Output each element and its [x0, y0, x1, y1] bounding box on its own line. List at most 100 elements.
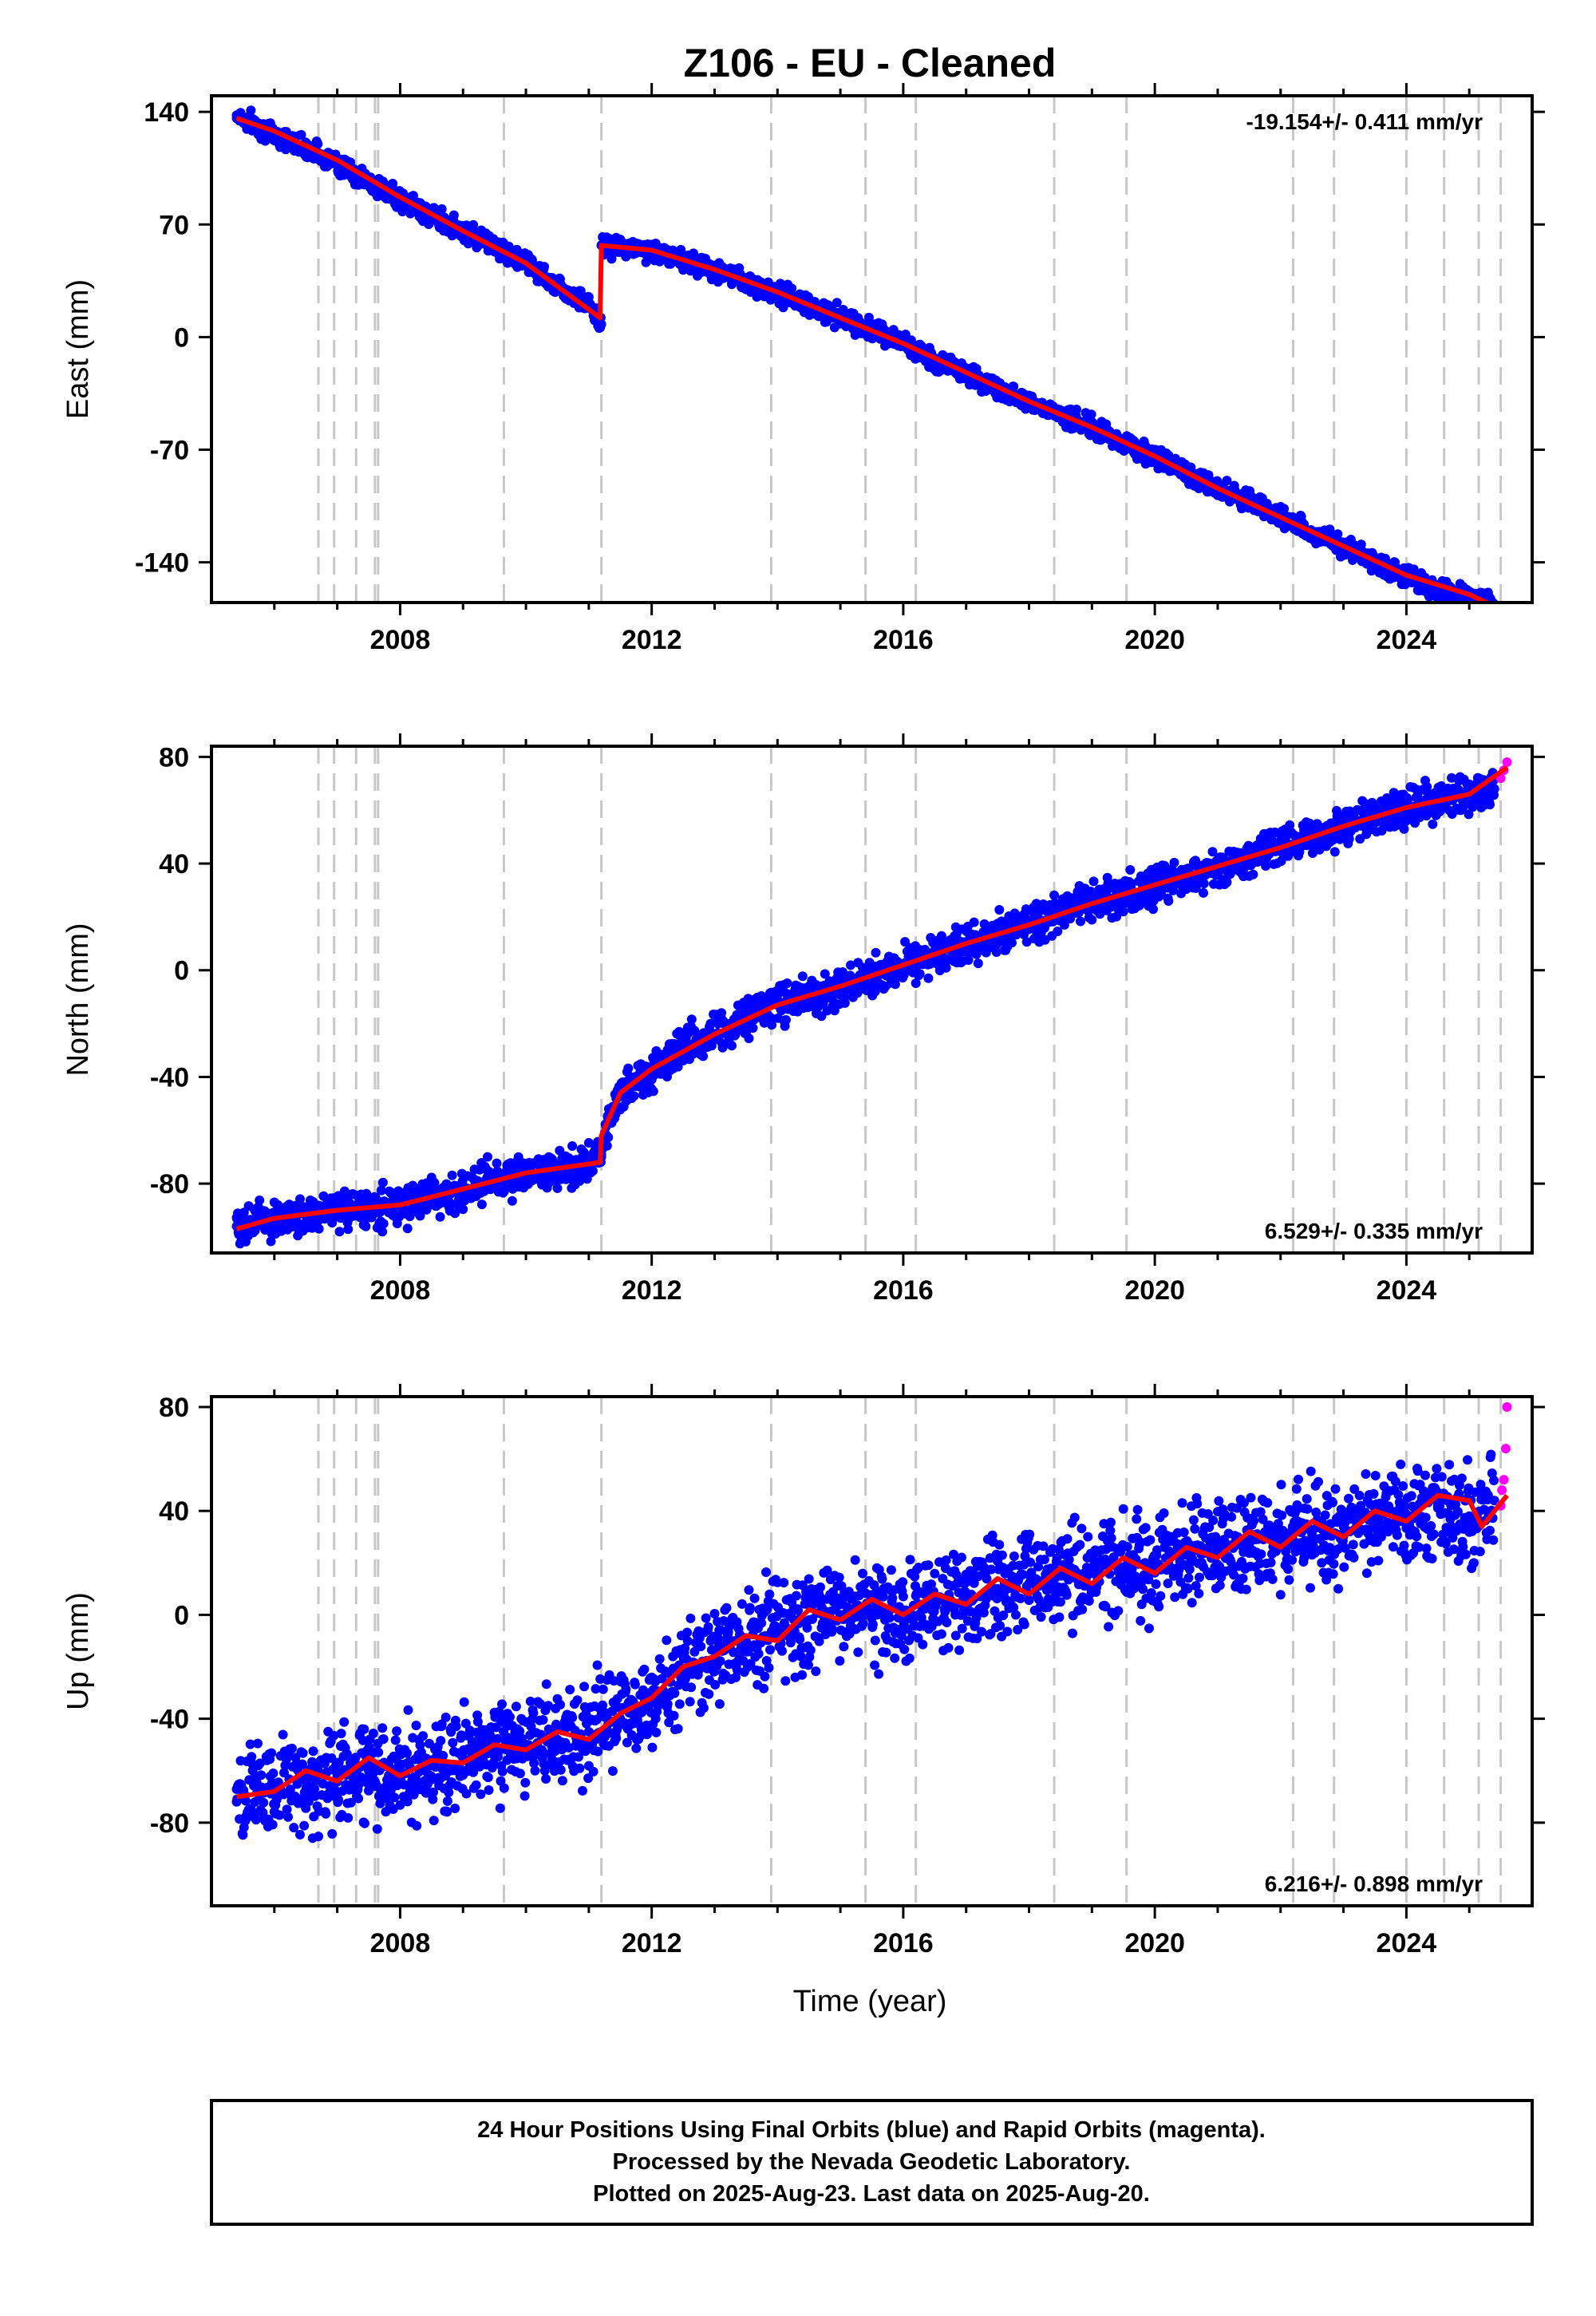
data-point [238, 1830, 248, 1840]
plot-area [231, 746, 1512, 1253]
data-point [308, 1746, 318, 1757]
data-point [1009, 381, 1019, 392]
data-point [1163, 896, 1174, 906]
data-point [1156, 889, 1166, 899]
data-point [1126, 879, 1136, 888]
y-tick-label: 140 [144, 97, 189, 128]
data-point [1199, 887, 1208, 898]
data-point [287, 1743, 297, 1753]
data-point [587, 1166, 598, 1176]
x-tick-label: 2020 [1124, 625, 1185, 655]
data-point [468, 219, 479, 230]
data-point [368, 1729, 378, 1738]
data-point [282, 1804, 292, 1815]
data-point [1432, 586, 1443, 596]
data-point [360, 1818, 369, 1828]
plot-area [231, 96, 1506, 619]
data-point [863, 312, 874, 322]
data-point [378, 1219, 389, 1229]
data-point [251, 1815, 261, 1825]
x-tick-label: 2024 [1377, 1275, 1437, 1306]
data-point [567, 1141, 578, 1151]
data-point [1086, 409, 1096, 420]
data-point [500, 1184, 510, 1193]
data-point [377, 1177, 388, 1188]
data-point [1422, 781, 1432, 792]
data-point [298, 1748, 308, 1758]
data-point [797, 971, 808, 982]
data-point [307, 1757, 318, 1767]
data-point [313, 139, 323, 149]
data-point [1222, 476, 1232, 486]
rapid-orbit-point [1496, 606, 1506, 615]
y-tick-label: 40 [159, 849, 189, 879]
data-point [782, 978, 792, 988]
model-line [235, 116, 1492, 603]
data-point [241, 1796, 251, 1806]
data-point [1059, 919, 1069, 930]
data-point [361, 1221, 371, 1231]
x-tick-label: 2016 [873, 1275, 934, 1306]
data-point [1148, 904, 1158, 915]
data-point [767, 1020, 777, 1030]
data-point [483, 1152, 492, 1162]
data-point [327, 1828, 338, 1839]
data-point [1261, 861, 1271, 871]
data-point [1489, 610, 1499, 619]
data-point [1428, 819, 1438, 829]
data-point [820, 969, 830, 979]
data-point [1112, 911, 1122, 922]
data-point [911, 978, 921, 988]
data-point [326, 1753, 337, 1763]
data-point [289, 1823, 299, 1832]
data-point [403, 1705, 413, 1715]
data-point [832, 298, 842, 308]
y-tick-label: 0 [174, 322, 189, 353]
data-point [1356, 539, 1366, 550]
data-point [781, 1015, 791, 1025]
y-tick-label: -70 [150, 435, 189, 465]
data-point [359, 1724, 369, 1734]
data-point [303, 1796, 314, 1807]
data-point [334, 1795, 344, 1805]
data-point [1007, 938, 1017, 948]
data-point [372, 1824, 382, 1834]
data-point [448, 210, 459, 220]
data-point [437, 204, 447, 214]
data-point [838, 967, 847, 977]
data-point [1285, 820, 1295, 830]
data-point [390, 1735, 401, 1745]
data-point [744, 1034, 754, 1044]
data-point [458, 1204, 468, 1215]
data-point [1399, 824, 1409, 834]
plot-frame [210, 94, 1534, 604]
data-point [602, 1140, 612, 1151]
data-point [376, 1185, 386, 1196]
data-point [321, 1808, 331, 1819]
data-point [583, 1138, 594, 1148]
data-point [641, 257, 651, 267]
data-point [1118, 907, 1128, 917]
y-tick-label: -80 [150, 1169, 189, 1199]
data-point [310, 1784, 319, 1794]
data-point [915, 969, 925, 979]
data-point [1344, 834, 1354, 844]
data-point [402, 1748, 412, 1758]
data-point [1464, 809, 1474, 820]
data-point [1169, 857, 1179, 868]
data-point [476, 1199, 487, 1210]
data-point [1489, 784, 1499, 794]
data-point [447, 1170, 457, 1180]
data-point [969, 917, 979, 927]
x-tick-label: 2008 [370, 1275, 431, 1306]
y-axis-label: East (mm) [61, 279, 95, 419]
data-point [253, 1738, 263, 1749]
data-point [1049, 890, 1059, 900]
data-point [1222, 877, 1232, 887]
data-point [492, 1158, 502, 1168]
data-point [596, 319, 606, 330]
data-point [377, 1227, 388, 1237]
data-point [539, 262, 549, 272]
data-point [575, 1176, 585, 1186]
data-point [1072, 405, 1081, 414]
